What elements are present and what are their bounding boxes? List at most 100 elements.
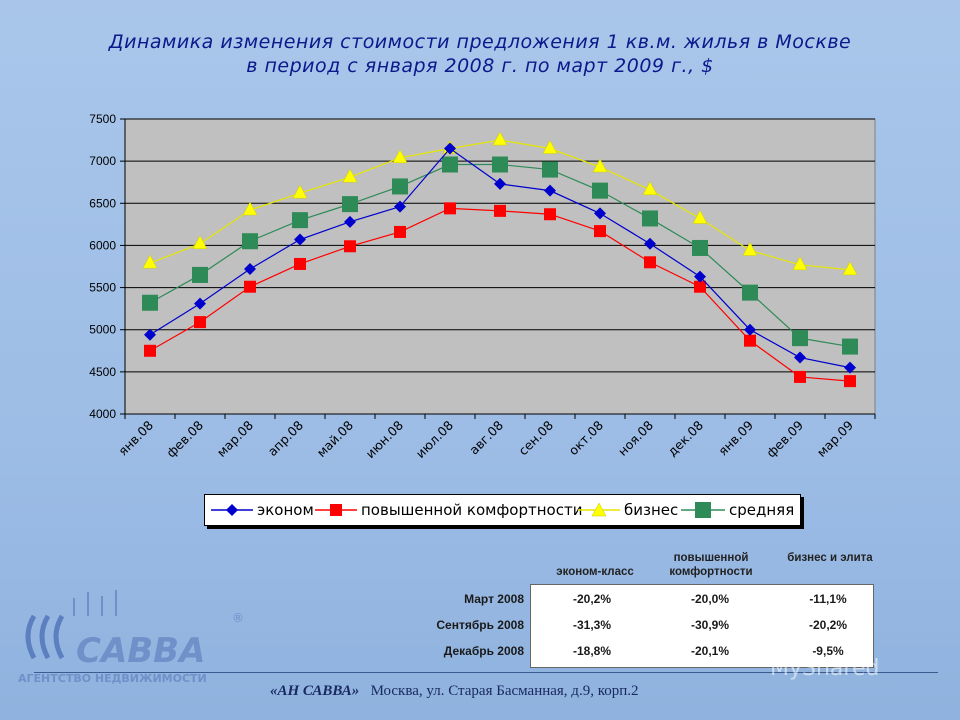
table-cell: -20,2% <box>808 618 848 632</box>
data-point <box>642 181 658 196</box>
y-tick-label: 4000 <box>89 407 116 421</box>
data-point <box>644 237 656 250</box>
data-point <box>292 184 308 199</box>
data-point <box>242 233 258 250</box>
data-point <box>792 330 808 347</box>
table-header-economy: эконом-класс <box>556 566 634 578</box>
x-tick-label: янв.08 <box>115 417 156 458</box>
table-header-business: бизнес и элита <box>787 552 873 564</box>
data-point <box>844 361 856 374</box>
data-point <box>542 161 558 178</box>
data-point <box>644 256 656 269</box>
data-point <box>692 239 708 256</box>
x-tick-label: май.08 <box>314 417 357 460</box>
data-point <box>142 294 158 311</box>
table-cell: -9,5% <box>812 644 844 658</box>
data-point <box>292 212 308 229</box>
data-point <box>242 201 258 216</box>
table-cell: -31,3% <box>572 618 612 632</box>
x-tick-label: ноя.08 <box>615 417 656 458</box>
data-point <box>692 209 708 224</box>
table-cell: -30,9% <box>690 618 730 632</box>
data-point <box>792 256 808 271</box>
legend-label-economy: эконом <box>257 501 314 519</box>
x-tick-label: апр.08 <box>265 417 307 459</box>
x-tick-label: сен.08 <box>515 417 556 458</box>
data-point <box>342 168 358 183</box>
data-point <box>594 225 606 238</box>
data-point <box>492 156 508 173</box>
chart-title-line1: Динамика изменения стоимости предложения… <box>108 31 852 53</box>
x-tick-label: авг.08 <box>466 417 506 457</box>
footer-address: Москва, ул. Старая Басманная, д.9, корп.… <box>370 683 639 699</box>
company-logo: САВВА ® АГЕНТСТВО НЕДВИЖИМОСТИ <box>14 586 254 690</box>
data-point <box>742 241 758 256</box>
logo-tagline: АГЕНТСТВО НЕДВИЖИМОСТИ <box>18 672 207 685</box>
data-point <box>842 261 858 276</box>
y-tick-label: 7000 <box>89 154 116 168</box>
watermark: MyShared <box>770 656 880 681</box>
table-row-label: Декабрь 2008 <box>443 644 524 658</box>
y-tick-label: 6500 <box>89 196 116 210</box>
x-tick-label: фев.08 <box>163 417 206 460</box>
y-tick-label: 4500 <box>89 365 116 379</box>
data-point <box>244 280 256 293</box>
x-tick-label: июн.08 <box>362 417 406 461</box>
legend-label-comfort: повышенной комфортности <box>361 501 583 519</box>
x-tick-label: фев.09 <box>763 417 806 460</box>
chart-title-line2: в период с января 2008 г. по март 2009 г… <box>246 55 714 77</box>
footer-company: «АН САВВА» <box>270 683 360 699</box>
data-point <box>744 334 756 347</box>
data-point <box>442 156 458 173</box>
table-cell: -20,0% <box>690 592 730 606</box>
data-point <box>542 139 558 154</box>
table-cell: -20,1% <box>690 644 730 658</box>
data-point <box>744 323 756 336</box>
logo-brand: САВВА <box>76 631 205 671</box>
y-tick-label: 6000 <box>89 238 116 252</box>
x-tick-label: мар.08 <box>214 417 256 459</box>
legend-label-business: бизнес <box>624 501 679 519</box>
data-point <box>594 207 606 220</box>
data-point <box>194 316 206 329</box>
table-cell: -18,8% <box>572 644 612 658</box>
x-tick-label: мар.09 <box>814 417 856 459</box>
data-point <box>142 254 158 269</box>
data-point <box>342 196 358 213</box>
data-point <box>344 240 356 253</box>
table-cell: -20,2% <box>572 592 612 606</box>
data-point <box>592 158 608 173</box>
data-point <box>494 204 506 217</box>
data-point <box>192 266 208 283</box>
y-tick-label: 5000 <box>89 323 116 337</box>
data-point <box>392 149 408 164</box>
stats-table <box>530 584 874 668</box>
data-point <box>592 182 608 199</box>
data-point <box>344 215 356 228</box>
x-tick-label: янв.09 <box>715 417 756 458</box>
logo-registered: ® <box>232 611 244 625</box>
table-row-label: Сентябрь 2008 <box>436 618 524 632</box>
data-point <box>394 200 406 213</box>
data-point <box>544 184 556 197</box>
table-cell: -11,1% <box>809 592 847 606</box>
y-tick-label: 7500 <box>89 112 116 126</box>
table-row-label: Март 2008 <box>464 592 524 606</box>
legend-label-average: средняя <box>729 501 795 519</box>
data-point <box>392 178 408 195</box>
table-header-comfort: повышенной комфортности <box>669 552 753 578</box>
data-point <box>144 344 156 357</box>
data-point <box>144 328 156 341</box>
x-tick-label: дек.08 <box>665 417 707 459</box>
data-point <box>444 142 456 155</box>
data-point <box>492 131 508 146</box>
data-point <box>244 263 256 276</box>
data-point <box>194 297 206 310</box>
data-point <box>844 375 856 388</box>
footer-text: «АН САВВА» Москва, ул. Старая Басманная,… <box>270 683 639 700</box>
x-tick-label: июл.08 <box>413 417 457 461</box>
data-point <box>694 270 706 283</box>
data-point <box>642 210 658 227</box>
data-point <box>794 351 806 364</box>
